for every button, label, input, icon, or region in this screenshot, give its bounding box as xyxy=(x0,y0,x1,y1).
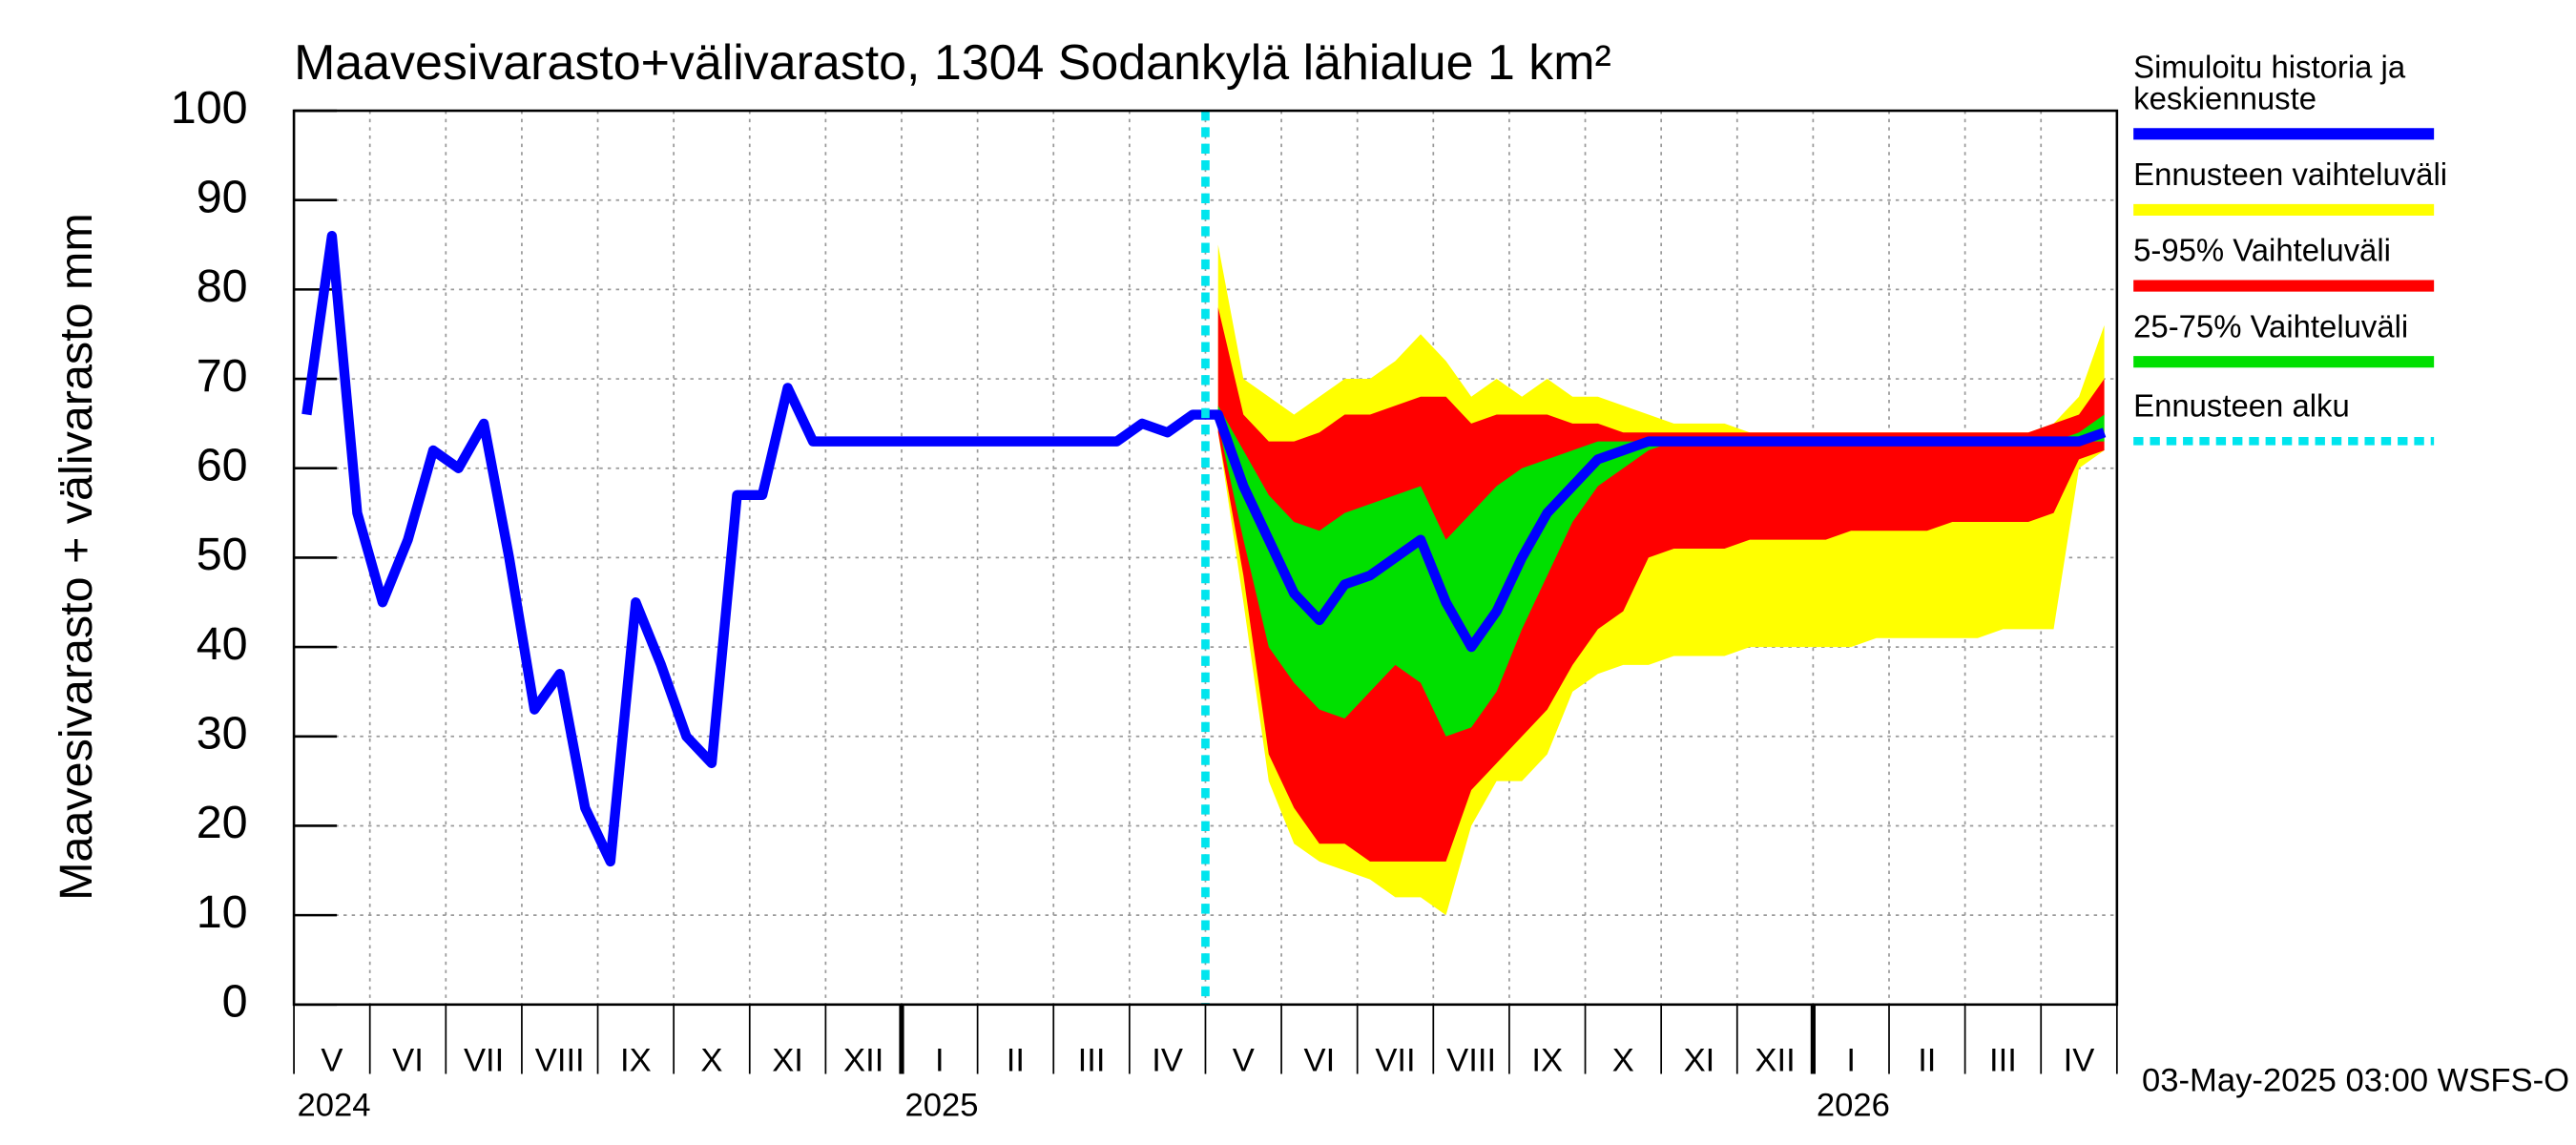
legend-label: 5-95% Vaihteluväli xyxy=(2133,233,2391,268)
y-tick-label: 60 xyxy=(197,440,248,491)
legend-label: Ennusteen vaihteluväli xyxy=(2133,156,2447,192)
legend-label: Ennusteen alku xyxy=(2133,387,2350,423)
footer: 03-May-2025 03:00 WSFS-O xyxy=(2142,1062,2569,1098)
x-tick-label: IX xyxy=(1531,1043,1563,1079)
x-tick-label: VI xyxy=(392,1043,424,1079)
x-tick-label: I xyxy=(935,1043,945,1079)
y-tick-label: 70 xyxy=(197,350,248,402)
x-tick-label: XII xyxy=(843,1043,883,1079)
x-tick-label: IV xyxy=(1152,1043,1183,1079)
chart-title: Maavesivarasto+välivarasto, 1304 Sodanky… xyxy=(294,35,1611,91)
y-tick-label: 80 xyxy=(197,260,248,312)
x-tick-label: VII xyxy=(464,1043,504,1079)
x-tick-label: VIII xyxy=(1446,1043,1496,1079)
x-tick-label: II xyxy=(1007,1043,1025,1079)
y-tick-label: 10 xyxy=(197,886,248,938)
y-tick-label: 50 xyxy=(197,529,248,580)
band xyxy=(1217,406,2105,737)
y-tick-label: 30 xyxy=(197,708,248,760)
x-tick-label: X xyxy=(1612,1043,1634,1079)
x-tick-label: II xyxy=(1918,1043,1936,1079)
x-tick-label: III xyxy=(1078,1043,1106,1079)
x-tick-label: I xyxy=(1846,1043,1856,1079)
x-tick-label: IX xyxy=(620,1043,652,1079)
y-tick-label: 0 xyxy=(222,976,248,1028)
y-tick-label: 100 xyxy=(171,82,248,134)
x-tick-label: III xyxy=(1989,1043,2017,1079)
x-tick-label: VI xyxy=(1304,1043,1336,1079)
x-tick-label: XII xyxy=(1755,1043,1795,1079)
y-tick-label: 90 xyxy=(197,171,248,222)
x-tick-label: XI xyxy=(1684,1043,1715,1079)
x-tick-label: V xyxy=(1233,1043,1255,1079)
y-tick-label: 40 xyxy=(197,618,248,670)
y-axis-label: Maavesivarasto + välivarasto mm xyxy=(51,213,102,901)
y-tick-label: 20 xyxy=(197,797,248,848)
year-label: 2026 xyxy=(1817,1087,1890,1123)
x-tick-label: IV xyxy=(2064,1043,2095,1079)
x-tick-label: X xyxy=(700,1043,722,1079)
x-tick-label: VII xyxy=(1375,1043,1415,1079)
x-tick-label: V xyxy=(321,1043,343,1079)
year-label: 2025 xyxy=(904,1087,978,1123)
x-tick-label: XI xyxy=(772,1043,803,1079)
x-tick-label: VIII xyxy=(535,1043,585,1079)
legend-label: Simuloitu historia ja keskiennuste xyxy=(2133,49,2406,115)
year-label: 2024 xyxy=(298,1087,371,1123)
legend-label: 25-75% Vaihteluväli xyxy=(2133,308,2408,344)
